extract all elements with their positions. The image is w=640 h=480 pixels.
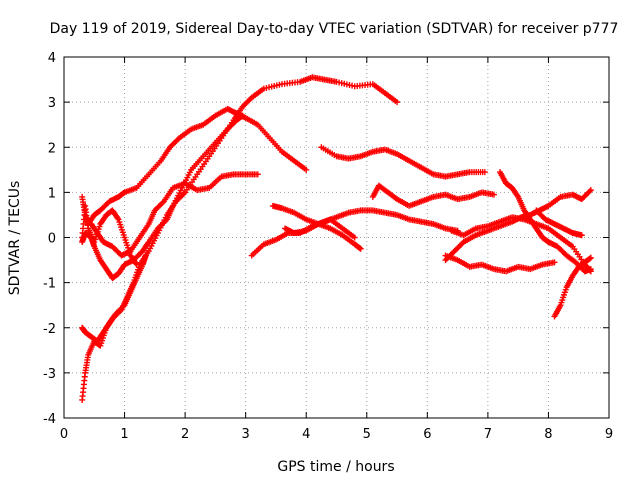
data-point [144, 240, 151, 247]
y-tick-label: -4 [43, 412, 56, 427]
data-point [132, 260, 139, 267]
data-series-7 [248, 207, 461, 259]
data-point [254, 171, 261, 178]
data-point [120, 303, 127, 310]
y-axis-label: SDTVAR / TECUs [7, 181, 23, 296]
data-series-17 [533, 207, 585, 239]
data-series-9 [282, 216, 358, 241]
data-point [174, 136, 181, 143]
data-point [578, 232, 585, 239]
y-tick-label: -3 [43, 367, 56, 382]
data-series-15 [497, 169, 594, 275]
data-point [392, 195, 399, 202]
data-series-6 [79, 202, 140, 268]
y-tick-label: 4 [48, 51, 56, 66]
data-series-1 [79, 74, 401, 403]
data-point [162, 217, 169, 224]
data-point [142, 252, 149, 259]
x-tick-label: 0 [60, 427, 68, 442]
chart-title: Day 119 of 2019, Sidereal Day-to-day VTE… [50, 21, 619, 37]
y-tick-label: -1 [43, 277, 56, 292]
data-point [551, 259, 558, 266]
data-point [133, 261, 140, 268]
data-point [587, 254, 594, 261]
data-point [239, 112, 246, 119]
y-tick-label: 1 [48, 186, 56, 201]
data-point [357, 245, 364, 252]
x-tick-label: 8 [544, 427, 552, 442]
x-tick-label: 5 [363, 427, 371, 442]
x-tick-label: 6 [423, 427, 431, 442]
data-series-10 [318, 144, 488, 180]
data-series-11 [369, 182, 497, 209]
data-point [459, 240, 466, 247]
data-point [303, 166, 310, 173]
x-tick-label: 3 [242, 427, 250, 442]
y-tick-label: 0 [48, 232, 56, 247]
data-point [394, 99, 401, 106]
data-point [481, 169, 488, 176]
y-tick-label: -2 [43, 322, 56, 337]
x-axis-label: GPS time / hours [277, 459, 394, 475]
data-point [159, 199, 166, 206]
x-tick-label: 9 [605, 427, 613, 442]
data-series-4 [88, 171, 261, 259]
data-point [114, 215, 121, 222]
y-tick-label: 3 [48, 96, 56, 111]
data-point [587, 187, 594, 194]
x-tick-label: 7 [484, 427, 492, 442]
data-series-3 [79, 112, 246, 282]
data-points [79, 74, 594, 403]
x-tick-label: 2 [181, 427, 189, 442]
data-point [351, 234, 358, 241]
axis-ticks: 0 1 2 3 4 5 6 7 8 9 4 3 2 1 0 -1 -2 -3 -4 [43, 51, 613, 442]
data-point [490, 191, 497, 198]
y-tick-label: 2 [48, 141, 56, 156]
data-point [587, 266, 594, 273]
data-point [586, 188, 593, 195]
data-series-5 [79, 252, 149, 345]
x-tick-label: 4 [302, 427, 310, 442]
grid [64, 57, 609, 418]
data-series-13 [442, 252, 558, 275]
data-point [514, 192, 521, 199]
x-tick-label: 1 [120, 427, 128, 442]
data-series-16 [551, 254, 594, 320]
data-point [247, 95, 254, 102]
